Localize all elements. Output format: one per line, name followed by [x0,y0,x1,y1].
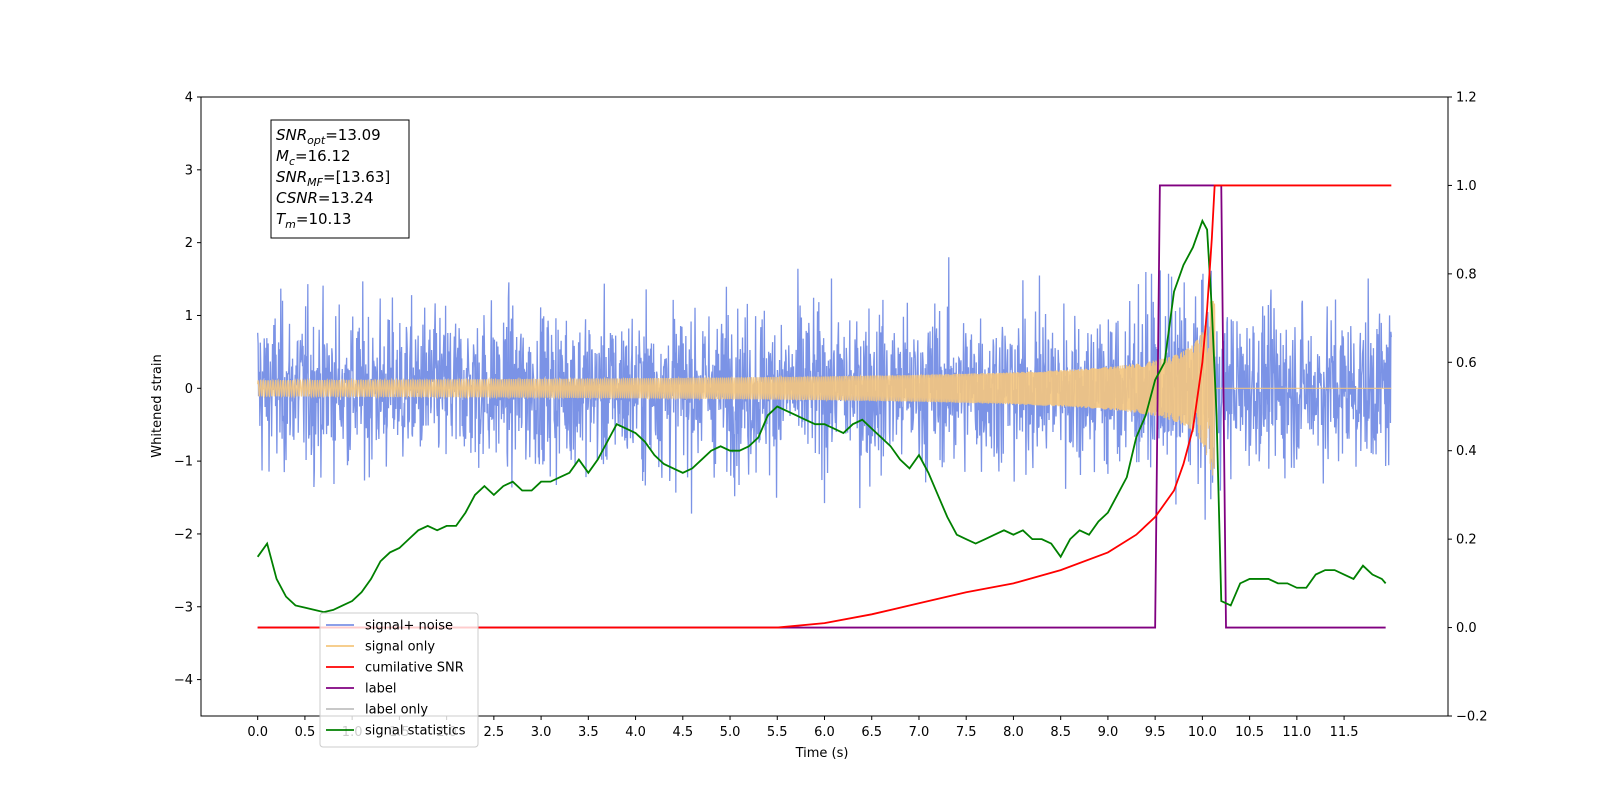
x-tick-label: 5.5 [767,725,788,740]
legend-label: label [365,682,396,697]
x-tick-label: 10.0 [1188,725,1217,740]
x-tick-label: 5.0 [720,725,741,740]
y2-tick-label: −0.2 [1456,710,1488,725]
y2-tick-label: 0.8 [1456,267,1477,282]
y-tick-label: 2 [185,236,193,251]
annotation-subscript: m [285,218,296,231]
y-tick-label: −2 [174,527,193,542]
x-tick-label: 0.0 [247,725,268,740]
legend: signal+ noise signal only cumilative SNR la… [319,612,479,748]
legend-label: label only [365,703,428,718]
annotation-value: =13.24 [318,189,374,207]
annotation-value: =16.12 [295,147,351,165]
series-signal-only [257,300,1392,476]
annotation-line: CSNR=13.24 [276,189,373,207]
legend-label: signal+ noise [365,619,453,634]
y-tick-label: −1 [174,455,193,470]
annotation-var: CSNR [276,189,318,207]
y-tick-label: −3 [174,600,193,615]
annotation-value: =13.09 [325,126,381,144]
annotation-line: SNRopt=13.09 [276,126,381,147]
x-tick-label: 7.5 [956,725,977,740]
x-tick-label: 8.0 [1003,725,1024,740]
y-axis-left: −4 −3 −2 −1 0 1 2 3 4 [174,91,201,688]
x-tick-label: 4.0 [625,725,646,740]
x-tick-label: 3.0 [531,725,552,740]
annotation-line: SNRMF=[13.63] [276,168,390,189]
annotation-var: T [276,210,287,228]
y2-tick-label: 0.0 [1456,621,1477,636]
x-tick-label: 0.5 [295,725,316,740]
x-tick-label: 6.0 [814,725,835,740]
y-tick-label: 1 [185,309,193,324]
annotation-var: SNR [276,168,307,186]
x-tick-label: 6.5 [861,725,882,740]
x-axis: 0.00.51.01.52.02.53.03.54.04.55.05.56.06… [247,716,1359,740]
y-axis-label: Whitened strain [150,354,165,457]
y2-tick-label: 0.4 [1456,444,1477,459]
plot-area [256,184,1392,629]
y2-tick-label: 0.2 [1456,533,1477,548]
y2-tick-label: 1.0 [1456,179,1477,194]
annotation-frame [270,119,410,239]
y2-tick-label: 0.6 [1456,356,1477,371]
annotation-line: Mc=16.12 [276,147,351,168]
x-tick-label: 11.0 [1282,725,1311,740]
annotation-line: Tm=10.13 [276,210,351,231]
annotation-var: M [276,147,289,165]
x-tick-label: 9.0 [1098,725,1119,740]
annotation-subscript: opt [307,134,326,147]
x-tick-label: 2.5 [484,725,505,740]
y-tick-label: 3 [185,163,193,178]
x-tick-label: 10.5 [1235,725,1264,740]
legend-label: signal statistics [365,724,466,739]
x-tick-label: 9.5 [1145,725,1166,740]
x-tick-label: 7.0 [909,725,930,740]
legend-label: cumilative SNR [365,661,464,676]
series-cumilative-SNR [257,184,1392,629]
y-tick-label: 0 [185,382,193,397]
series-signal-statistics [256,218,1387,614]
annotation-var: SNR [276,126,307,144]
y-tick-label: 4 [185,91,193,106]
x-tick-label: 4.5 [672,725,693,740]
annotation-value: =10.13 [296,210,352,228]
y2-tick-label: 1.2 [1456,91,1477,106]
annotation-box: SNRopt=13.09Mc=16.12SNRMF=[13.63]CSNR=13… [270,119,410,239]
x-tick-label: 11.5 [1330,725,1359,740]
series-label [257,184,1386,629]
annotation-value: =[13.63] [323,168,390,186]
annotation-subscript: c [289,155,295,168]
legend-box [319,612,479,748]
y-tick-label: −4 [174,673,193,688]
x-tick-label: 3.5 [578,725,599,740]
x-axis-label: Time (s) [795,746,849,761]
y-axis-right: −0.2 0.0 0.2 0.4 0.6 0.8 1.0 1.2 [1448,91,1488,725]
legend-label: signal only [365,640,435,655]
annotation-subscript: MF [307,176,323,189]
x-tick-label: 8.5 [1050,725,1071,740]
